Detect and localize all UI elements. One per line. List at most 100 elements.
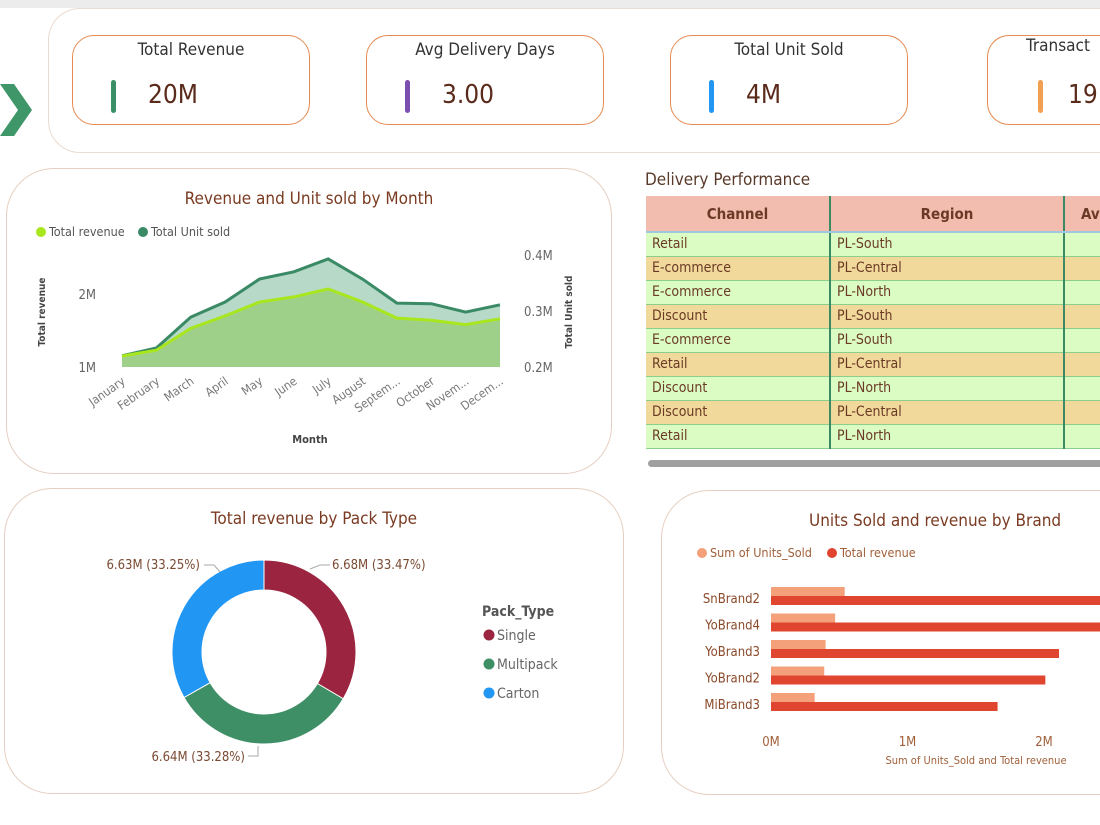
x-tick: March (161, 374, 196, 404)
bar-total-revenue (771, 622, 1100, 632)
table-row[interactable]: Retail PL-North (646, 424, 1100, 449)
cell-channel: Discount (646, 400, 831, 425)
legend-dot (827, 547, 837, 558)
cell-avg (1064, 304, 1100, 329)
kpi-card: Transact 19 (987, 35, 1100, 125)
cell-region: PL-North (830, 376, 1065, 401)
cell-channel: Retail (646, 232, 831, 257)
cell-region: PL-South (830, 328, 1065, 353)
kpi-title: Avg Delivery Days (415, 40, 555, 60)
kpi-accent-bar (405, 80, 410, 113)
column-header[interactable]: Av (1064, 196, 1100, 233)
category-label: YoBrand2 (704, 672, 760, 687)
chart-title: Revenue and Unit sold by Month (184, 189, 434, 209)
brand-panel: Units Sold and revenue by Brand (661, 490, 1100, 795)
donut-slice-multipack (183, 681, 344, 745)
bar-total-revenue (771, 702, 998, 711)
category-label: MiBrand3 (704, 698, 760, 713)
kpi-value: 20M (148, 80, 198, 110)
legend-title: Pack_Type (482, 604, 554, 620)
legend-dot (138, 226, 148, 237)
table-row[interactable]: E-commerce PL-South (646, 328, 1100, 353)
cell-channel: E-commerce (646, 328, 831, 353)
column-header[interactable]: Channel (646, 196, 831, 233)
category-label: SnBrand2 (703, 592, 760, 607)
table-row[interactable]: E-commerce PL-Central (646, 256, 1100, 281)
cell-avg (1064, 352, 1100, 377)
legend-label: Total revenue (49, 224, 125, 239)
x-tick: 0M (762, 735, 780, 750)
donut-slice-carton (171, 559, 265, 699)
x-axis-title: Month (292, 433, 327, 446)
units-line (121, 257, 501, 358)
bar-units-sold (771, 666, 825, 676)
top-band (0, 0, 1100, 8)
kpi-card: Avg Delivery Days 3.00 (366, 35, 604, 125)
cell-channel: Retail (646, 424, 831, 449)
x-tick: June (271, 374, 299, 400)
cell-region: PL-Central (830, 400, 1065, 425)
y-tick: 2M (78, 288, 96, 303)
leader-line (204, 564, 221, 573)
y2-tick: 0.2M (524, 361, 553, 376)
table-row[interactable]: Retail PL-Central (646, 352, 1100, 377)
delivery-table: Channel Region Av Retail PL-South E-commerce P… (646, 196, 1100, 449)
legend-total-revenue-brand[interactable]: Total revenue (827, 545, 916, 560)
legend-dot (483, 629, 495, 641)
kpi-card: Total Unit Sold 4M (670, 35, 908, 125)
legend-label: Total revenue (840, 545, 916, 560)
y-tick: 1M (78, 361, 96, 376)
column-header[interactable]: Region (830, 196, 1065, 233)
chart-title: Units Sold and revenue by Brand (809, 511, 1062, 531)
horizontal-scrollbar[interactable] (648, 460, 1100, 467)
y2-tick: 0.3M (524, 305, 553, 320)
leader-line (309, 564, 330, 570)
table-row[interactable]: Discount PL-Central (646, 400, 1100, 425)
donut-chart: 6.68M (33.47%) 6.64M (33.28%) 6.63M (33.25… (106, 558, 558, 765)
bar-units-sold (771, 613, 836, 623)
legend-dot (697, 547, 707, 558)
cell-avg (1064, 280, 1100, 305)
expand-chevron-icon[interactable] (0, 84, 32, 136)
x-tick: April (203, 374, 231, 400)
cell-avg (1064, 232, 1100, 257)
data-label: 6.64M (33.28%) (151, 750, 245, 765)
x-axis-title: Sum of Units_Sold and Total revenue (885, 754, 1066, 767)
legend-units-sold[interactable]: Sum of Units_Sold (697, 545, 812, 560)
x-tick: 2M (1035, 735, 1053, 750)
legend-total-unit-sold[interactable]: Total Unit sold (138, 224, 230, 239)
cell-region: PL-Central (830, 256, 1065, 281)
delivery-title: Delivery Performance (645, 170, 811, 190)
legend-dot (483, 687, 495, 699)
data-label: 6.68M (33.47%) (332, 558, 426, 573)
cell-channel: Discount (646, 376, 831, 401)
table-row[interactable]: Retail PL-South (646, 232, 1100, 257)
y2-tick: 0.4M (524, 249, 553, 264)
legend-total-revenue[interactable]: Total revenue (36, 224, 125, 239)
brand-bar-chart: SnBrand2 YoBrand4 YoBrand3 YoBrand2 MiBrand3… (703, 587, 1100, 767)
cell-channel: E-commerce (646, 280, 831, 305)
cell-avg (1064, 256, 1100, 281)
legend-dot (36, 226, 46, 237)
legend-label: Single (497, 628, 536, 644)
cell-avg (1064, 424, 1100, 449)
legend-dot (483, 658, 495, 670)
cell-avg (1064, 376, 1100, 401)
table-header: Channel Region Av (646, 196, 1100, 233)
bar-units-sold (771, 640, 826, 649)
category-label: YoBrand4 (704, 619, 760, 634)
table-row[interactable]: Discount PL-North (646, 376, 1100, 401)
table-row[interactable]: Discount PL-South (646, 304, 1100, 329)
pack-type-panel: Total revenue by Pack Type (4, 488, 624, 794)
bar-total-revenue (771, 649, 1060, 658)
kpi-value: 4M (746, 80, 782, 110)
table-row[interactable]: E-commerce PL-North (646, 280, 1100, 305)
kpi-value: 19 (1068, 80, 1098, 110)
cell-region: PL-North (830, 424, 1065, 449)
bar-units-sold (771, 693, 815, 702)
bar-units-sold (771, 587, 845, 596)
revenue-area (122, 288, 500, 367)
legend-label: Total Unit sold (151, 224, 231, 239)
kpi-accent-bar (111, 80, 116, 113)
